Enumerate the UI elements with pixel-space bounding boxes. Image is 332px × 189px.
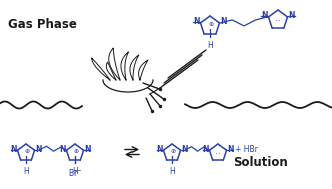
Text: N: N <box>156 145 162 154</box>
Text: N: N <box>193 17 200 26</box>
Polygon shape <box>92 58 110 80</box>
Text: H: H <box>23 167 29 176</box>
Text: $\oplus$: $\oplus$ <box>24 147 30 155</box>
Text: $\oplus$: $\oplus$ <box>208 20 214 28</box>
Text: ··: ·· <box>275 18 281 26</box>
Text: H: H <box>169 167 175 176</box>
Text: H: H <box>207 41 213 50</box>
Text: N: N <box>35 145 42 154</box>
Text: ··: ·· <box>215 150 221 160</box>
Polygon shape <box>139 60 148 80</box>
Text: N: N <box>220 17 226 26</box>
Text: N: N <box>10 145 17 154</box>
Text: N: N <box>261 11 268 20</box>
Polygon shape <box>121 52 128 80</box>
Polygon shape <box>109 48 120 80</box>
Text: N: N <box>181 145 188 154</box>
Text: $\oplus$: $\oplus$ <box>170 147 176 155</box>
Polygon shape <box>103 80 153 92</box>
Text: $\oplus$: $\oplus$ <box>73 147 79 155</box>
Text: N: N <box>288 11 294 20</box>
Text: N: N <box>59 145 65 154</box>
Text: Gas Phase: Gas Phase <box>8 19 77 32</box>
Text: + HBr: + HBr <box>235 146 258 154</box>
Polygon shape <box>106 62 116 80</box>
Text: Br$^{-}$: Br$^{-}$ <box>68 167 82 178</box>
Text: H: H <box>72 167 78 176</box>
Text: N: N <box>84 145 91 154</box>
Polygon shape <box>130 55 139 80</box>
Text: Solution: Solution <box>233 156 288 170</box>
Text: N: N <box>202 145 208 154</box>
Text: N: N <box>227 145 233 154</box>
